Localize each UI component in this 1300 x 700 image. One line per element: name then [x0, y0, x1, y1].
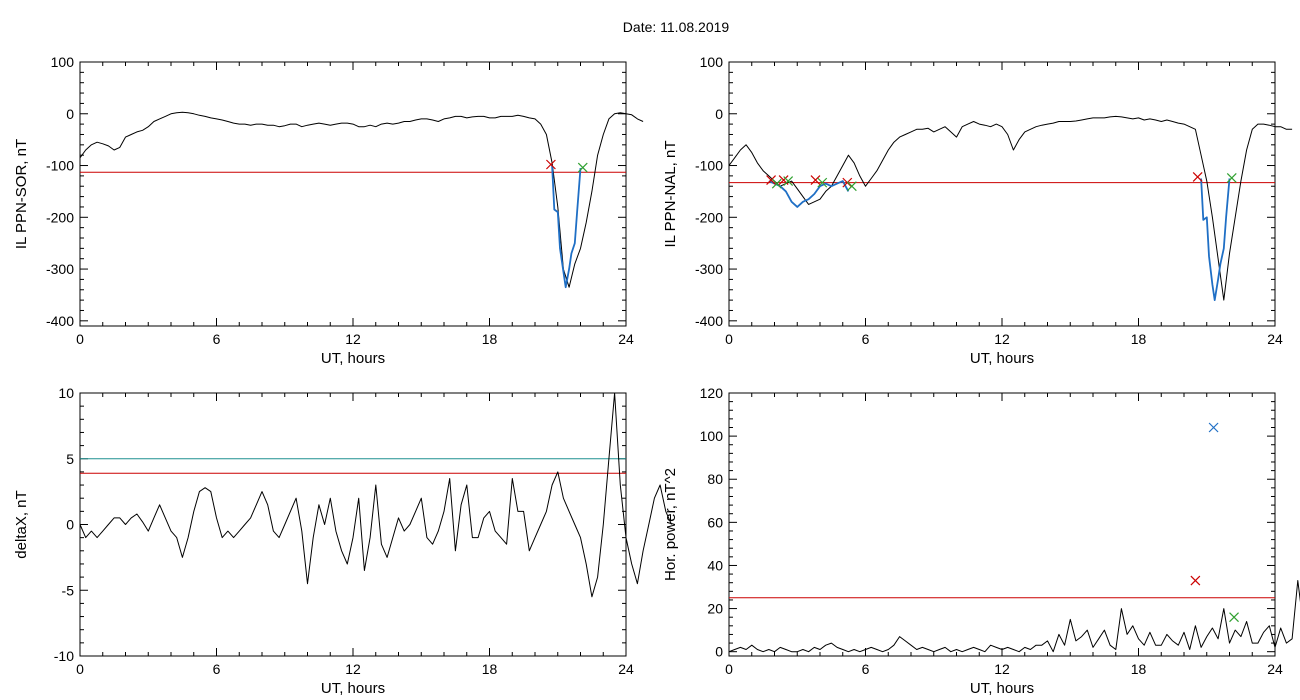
x-tick-label: 18 — [482, 331, 498, 347]
x-tick-label: 0 — [725, 661, 733, 677]
event-marker — [1226, 173, 1237, 183]
series-line-0 — [79, 392, 672, 598]
y-tick-label: 40 — [707, 557, 723, 573]
x-tick-label: 12 — [994, 661, 1010, 677]
x-axis-title: UT, hours — [970, 680, 1034, 697]
y-tick-label: 60 — [707, 514, 723, 530]
series-line-2 — [1200, 178, 1231, 302]
x-tick-label: 6 — [213, 331, 221, 347]
x-axis-title: UT, hours — [970, 350, 1034, 367]
x-tick-label: 0 — [725, 331, 733, 347]
x-tick-label: 24 — [1267, 661, 1283, 677]
x-tick-label: 6 — [862, 661, 870, 677]
y-tick-label: -5 — [62, 582, 75, 598]
y-tick-label: -10 — [54, 648, 74, 664]
plot-frame — [79, 392, 627, 657]
event-marker-stroke — [778, 175, 789, 185]
y-axis-title: deltaX, nT — [13, 490, 30, 558]
plot-frame — [79, 61, 627, 327]
x-axis-title: UT, hours — [321, 350, 385, 367]
y-tick-label: -100 — [46, 158, 74, 174]
y-tick-label: 0 — [715, 644, 723, 660]
y-tick-label: 100 — [700, 54, 724, 70]
x-tick-label: 6 — [213, 661, 221, 677]
event-marker — [817, 177, 828, 188]
event-marker-stroke — [810, 175, 821, 185]
y-tick-label: -400 — [695, 313, 723, 329]
x-tick-label: 18 — [1131, 331, 1147, 347]
event-marker-stroke — [817, 177, 828, 188]
y-tick-label: -400 — [46, 313, 74, 329]
x-tick-label: 24 — [618, 661, 634, 677]
x-tick-label: 18 — [1131, 661, 1147, 677]
x-tick-label: 12 — [994, 331, 1010, 347]
y-tick-label: 0 — [66, 106, 74, 122]
x-tick-label: 6 — [862, 331, 870, 347]
event-marker-stroke — [1208, 422, 1219, 433]
y-tick-label: 10 — [58, 385, 74, 401]
y-axis-title: IL PPN-SOR, nT — [13, 139, 30, 249]
series-line-0 — [728, 580, 1300, 653]
event-marker — [1192, 171, 1203, 182]
series-line-1 — [768, 180, 850, 208]
y-tick-label: 100 — [700, 428, 724, 444]
event-marker — [846, 181, 857, 192]
event-marker — [577, 162, 588, 173]
event-marker-stroke — [577, 162, 588, 173]
y-tick-label: -200 — [695, 209, 723, 225]
event-marker — [1208, 422, 1219, 433]
x-tick-label: 24 — [1267, 331, 1283, 347]
event-marker-stroke — [842, 177, 853, 188]
y-tick-label: 5 — [66, 451, 74, 467]
event-marker-stroke — [846, 181, 857, 192]
event-marker — [1229, 612, 1239, 623]
x-tick-label: 0 — [76, 661, 84, 677]
y-tick-label: 0 — [66, 517, 74, 533]
plot-frame — [728, 392, 1276, 657]
panel-deltax: 0 6 12 18 24 10 5 0 -5 -10 UT, hours deltaX, nT — [13, 385, 672, 697]
event-marker-stroke — [546, 159, 556, 170]
plot-frame — [728, 61, 1276, 327]
series-line-1 — [551, 165, 582, 289]
y-tick-label: -100 — [695, 158, 723, 174]
x-tick-label: 12 — [345, 331, 361, 347]
y-tick-label: -300 — [46, 261, 74, 277]
x-tick-label: 0 — [76, 331, 84, 347]
event-marker — [771, 178, 782, 189]
panel-ppn-sor: 0 6 12 18 24 100 0 -100 -200 -300 -400 UT, hours IL … — [13, 54, 644, 367]
y-tick-label: 80 — [707, 471, 723, 487]
event-marker — [842, 177, 853, 188]
figure-title: Date: 11.08.2019 — [622, 19, 730, 35]
event-marker-stroke — [1229, 612, 1239, 623]
event-marker-stroke — [1226, 173, 1237, 183]
event-marker-stroke — [771, 178, 782, 189]
series-line-0 — [79, 111, 644, 288]
y-axis-title: Hor. power, nT^2 — [662, 468, 679, 581]
event-marker-stroke — [783, 176, 794, 186]
event-marker-stroke — [1190, 575, 1201, 586]
y-tick-label: 100 — [51, 54, 75, 70]
y-tick-label: 0 — [715, 106, 723, 122]
x-tick-label: 24 — [618, 331, 634, 347]
y-tick-label: 20 — [707, 601, 723, 617]
event-marker — [546, 159, 556, 170]
x-tick-label: 12 — [345, 661, 361, 677]
y-axis-title: IL PPN-NAL, nT — [662, 141, 679, 248]
event-marker — [810, 175, 821, 185]
series-line-0 — [728, 115, 1293, 301]
event-marker-stroke — [1192, 171, 1203, 182]
y-tick-label: -200 — [46, 209, 74, 225]
x-tick-label: 18 — [482, 661, 498, 677]
event-marker-stroke — [766, 175, 777, 185]
event-marker — [1190, 575, 1201, 586]
panel-ppn-nal: 0 6 12 18 24 100 0 -100 -200 -300 -400 UT, hours IL … — [662, 54, 1293, 367]
event-marker — [766, 175, 777, 185]
event-marker — [783, 176, 794, 186]
x-axis-title: UT, hours — [321, 680, 385, 697]
y-tick-label: 120 — [700, 385, 724, 401]
y-tick-label: -300 — [695, 261, 723, 277]
panel-hor-power: 0 6 12 18 24 120 100 80 60 40 20 0 UT, hours Hor. pow… — [662, 385, 1300, 697]
